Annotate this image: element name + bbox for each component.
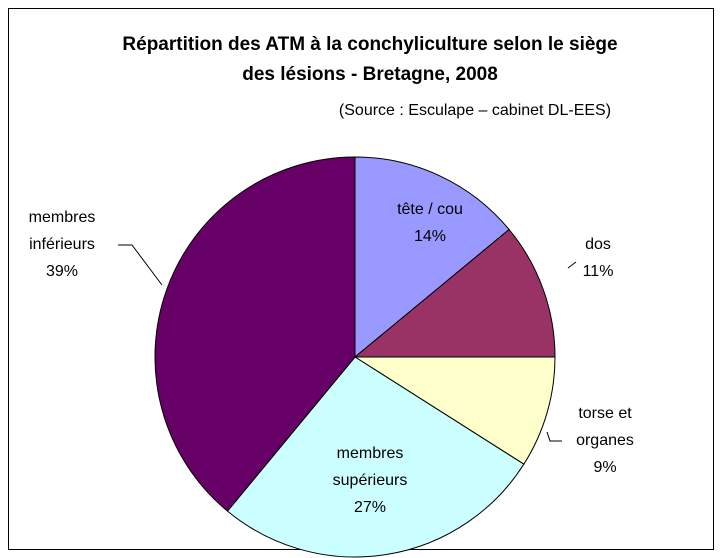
slice-label: membres inférieurs 39% [0,204,124,285]
category-label: torse et organes [576,405,634,449]
chart-title: Répartition des ATM à la conchyliculture… [122,34,618,85]
value-label: 14% [413,228,447,245]
pie-slice [226,356,525,558]
value-label: 39% [45,263,79,280]
value-label: 11% [582,263,614,280]
category-label: membres inférieurs [28,209,96,253]
leader-line [567,261,577,269]
pie-slice [154,156,356,512]
pie-slice [353,356,556,465]
slice-label: dos 11% [548,231,648,285]
slices [154,156,556,558]
slice-label: membres supérieurs 27% [300,440,440,521]
leader-line [118,244,163,286]
pie-slice [354,156,510,359]
chart-subtitle: (Source : Esculape – cabinet DL-EES) [338,102,612,119]
category-label: membres supérieurs [332,445,408,489]
leader-line [546,431,562,442]
category-label: tête / cou [397,201,463,218]
slice-label: tête / cou 14% [370,196,490,250]
value-label: 9% [593,459,617,476]
category-label: dos [585,236,611,253]
slice-label: torse et organes 9% [560,400,650,481]
value-label: 27% [353,499,387,516]
pie-slice [353,228,556,358]
